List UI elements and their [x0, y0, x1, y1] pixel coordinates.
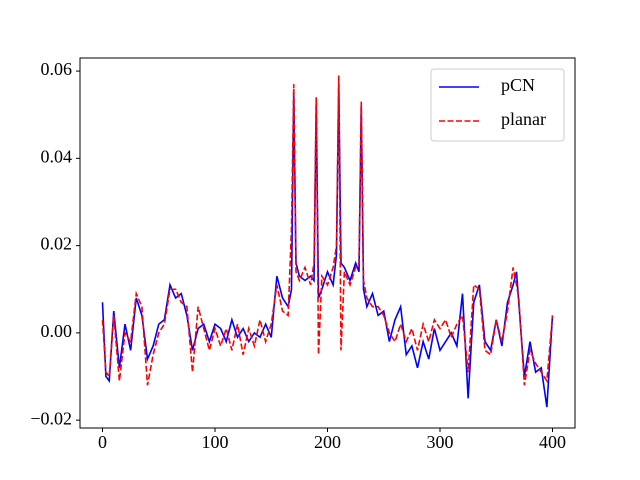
- x-tick-label: 300: [427, 432, 454, 452]
- series-line: [101, 75, 554, 386]
- y-tick-label: 0.06: [41, 59, 73, 79]
- y-tick-label: 0.04: [41, 146, 73, 166]
- legend-box: [430, 68, 565, 142]
- x-tick-label: 100: [202, 432, 229, 452]
- x-tick-label: 400: [539, 432, 566, 452]
- y-tick-label: 0.00: [41, 321, 73, 341]
- legend-label: planar: [501, 109, 546, 129]
- series-line: [101, 84, 554, 408]
- y-tick-label: 0.02: [41, 234, 73, 254]
- x-tick-label: 0: [98, 432, 107, 452]
- legend-label: pCN: [501, 75, 535, 95]
- x-tick-label: 200: [314, 432, 341, 452]
- y-tick-label: −0.02: [30, 408, 72, 428]
